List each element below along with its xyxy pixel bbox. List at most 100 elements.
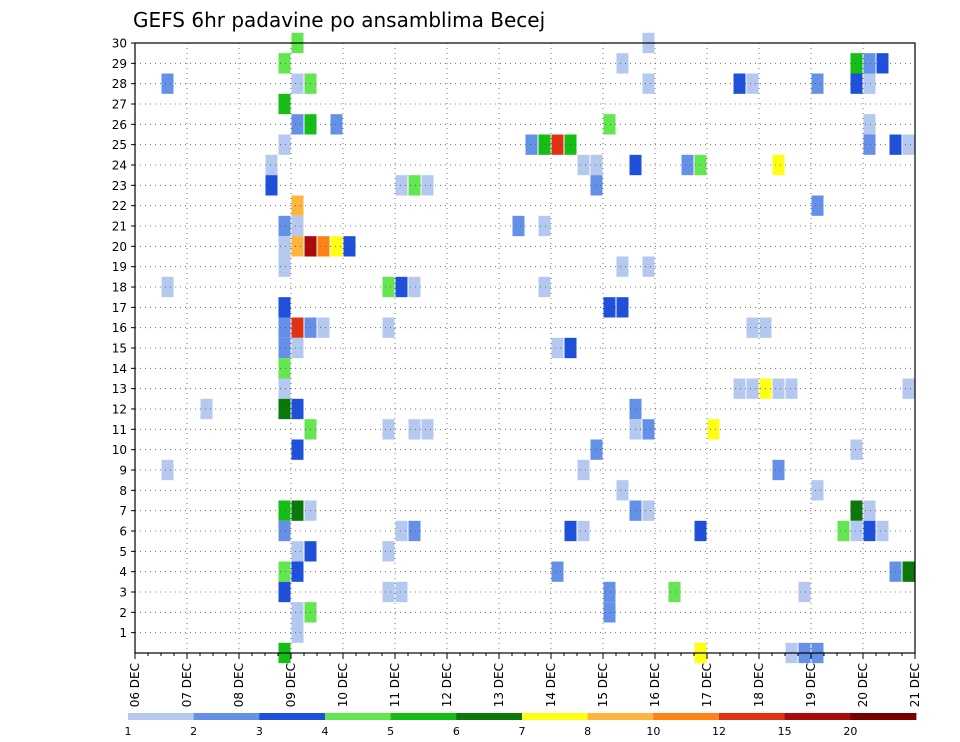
colorbar-swatch [128,713,195,720]
y-tick-label: 27 [112,98,127,112]
colorbar-swatch [193,713,260,720]
heatmap-cell [902,134,915,155]
heatmap-cell [382,276,395,298]
heatmap-cell [746,317,759,338]
heatmap-cell [551,134,564,155]
heatmap-cell [382,581,395,603]
heatmap-cell [850,500,863,521]
heatmap-cell [590,439,603,460]
heatmap-cell [850,520,863,542]
y-tick-label: 14 [112,362,127,376]
heatmap-cell [343,236,356,257]
heatmap-cell [811,480,824,501]
heatmap-cell [200,398,213,420]
heatmap-cell [291,500,304,521]
heatmap-cell [421,175,434,196]
heatmap-cell [746,73,759,94]
x-tick-label: 13 DEC [492,663,506,707]
x-tick-label: 15 DEC [596,663,610,707]
heatmap-cell [863,520,876,542]
heatmap-cell [291,195,304,216]
x-tick-label: 14 DEC [544,663,558,707]
heatmap-cell [291,114,304,135]
y-tick-label: 7 [119,504,127,518]
heatmap-cell [512,215,525,237]
heatmap-cell [278,317,291,338]
heatmap-cell [278,358,291,379]
colorbar-label: 6 [453,725,460,738]
heatmap-cell [291,622,304,643]
y-tick-label: 10 [112,443,127,457]
heatmap-cell [577,520,590,542]
heatmap-cell [785,378,798,399]
heatmap-cell [278,581,291,603]
y-tick-label: 22 [112,199,127,213]
heatmap-cell [538,134,551,155]
y-tick-label: 6 [119,525,127,539]
heatmap-cell [291,602,304,623]
heatmap-cell [278,398,291,420]
y-tick-label: 30 [112,37,127,51]
colorbar-label: 5 [387,725,394,738]
heatmap-cell [642,73,655,94]
heatmap-cell [811,195,824,216]
heatmap-cell [603,602,616,623]
y-tick-label: 29 [112,57,127,71]
heatmap-cell [395,520,408,542]
heatmap-cell [772,378,785,399]
y-tick-label: 16 [112,321,127,335]
heatmap-cell [408,175,421,196]
heatmap-cell [525,134,538,155]
colorbar-swatch [522,713,589,720]
heatmap-cell [603,581,616,603]
heatmap-cell [408,276,421,298]
y-tick-label: 5 [119,545,127,559]
y-tick-label: 23 [112,179,127,193]
heatmap-cell [616,297,629,318]
colorbar-label: 8 [584,725,591,738]
colorbar-swatch [784,713,851,720]
y-tick-label: 25 [112,138,127,152]
colorbar-swatch [719,713,786,720]
heatmap-cell [668,581,681,603]
heatmap-cell [863,500,876,521]
colorbar-swatch [653,713,720,720]
heatmap-cell [382,419,395,440]
x-tick-label: 20 DEC [856,663,870,707]
heatmap-cell [382,541,395,562]
heatmap-cell [863,114,876,135]
heatmap-cell [707,419,720,440]
heatmap-cell [265,154,278,176]
heatmap-cell [837,520,850,542]
y-tick-label: 3 [119,586,127,600]
x-tick-label: 08 DEC [232,663,246,707]
heatmap-cell [278,297,291,318]
colorbar-label: 1 [125,725,132,738]
colorbar-label: 7 [519,725,526,738]
y-tick-label: 4 [119,565,127,579]
heatmap-cell [278,337,291,359]
heatmap-cell [603,114,616,135]
heatmap-cell [278,134,291,155]
heatmap-cell [278,256,291,277]
heatmap-cell [278,53,291,74]
heatmap-cell [395,276,408,298]
heatmap-cell [265,175,278,196]
heatmap-cell [278,561,291,582]
heatmap-cell [798,581,811,603]
heatmap-cell [278,520,291,542]
heatmap-cell [772,154,785,176]
heatmap-cell [291,541,304,562]
heatmap-cell [863,73,876,94]
heatmap-cell [850,439,863,460]
x-tick-label: 09 DEC [284,663,298,707]
x-tick-label: 10 DEC [336,663,350,707]
heatmap-cell [876,520,889,542]
x-axis: 06 DEC 07 DEC 08 DEC 09 DEC 10 DEC 11 DEC 12 D… [128,653,922,707]
heatmap-cell [291,439,304,460]
heatmap-cell [642,419,655,440]
heatmap-cell [616,256,629,277]
y-tick-label: 8 [119,484,127,498]
heatmap-cell [538,276,551,298]
heatmap-cell [577,459,590,481]
